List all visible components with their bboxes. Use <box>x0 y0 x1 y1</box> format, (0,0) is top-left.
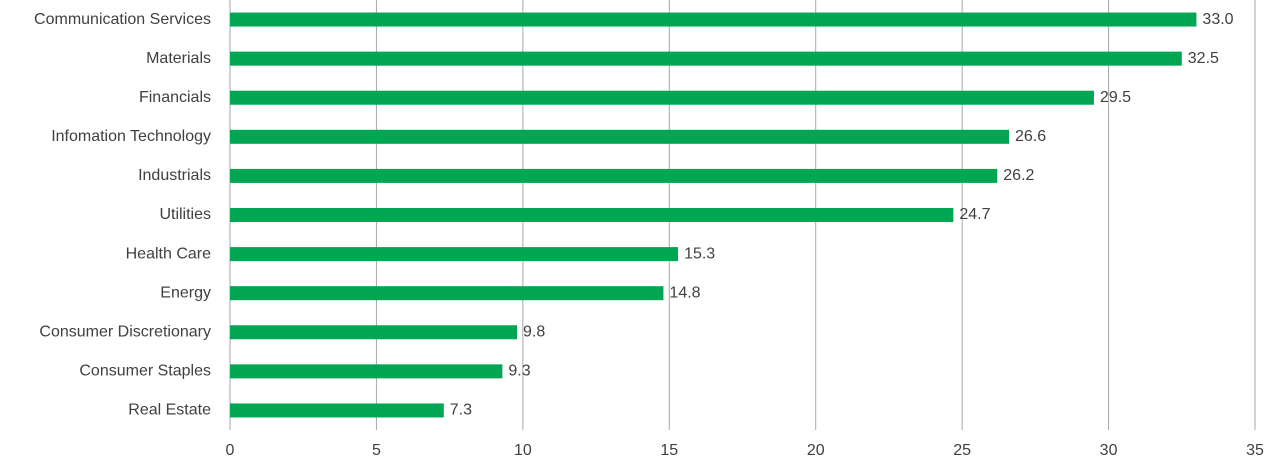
bar <box>230 325 517 340</box>
bar <box>230 129 1009 144</box>
x-tick-label: 0 <box>226 442 235 459</box>
y-tick-label: Materials <box>146 50 211 67</box>
y-tick-label: Consumer Discretionary <box>39 323 211 340</box>
x-tick-label: 20 <box>807 442 825 459</box>
x-tick-label: 15 <box>660 442 678 459</box>
value-label: 32.5 <box>1188 50 1219 67</box>
y-tick-label: Industrials <box>138 167 211 184</box>
x-tick-label: 30 <box>1100 442 1118 459</box>
value-label: 29.5 <box>1100 89 1131 106</box>
value-label: 15.3 <box>684 245 715 262</box>
value-label: 24.7 <box>959 206 990 223</box>
y-tick-label: Utilities <box>159 206 211 223</box>
value-label: 9.8 <box>523 323 545 340</box>
value-label: 33.0 <box>1202 11 1233 28</box>
value-label: 9.3 <box>508 363 530 380</box>
value-label: 14.8 <box>669 284 700 301</box>
y-tick-label: Communication Services <box>34 11 211 28</box>
x-tick-label: 10 <box>514 442 532 459</box>
bar <box>230 51 1182 66</box>
bar <box>230 247 679 262</box>
y-tick-label: Health Care <box>126 245 211 262</box>
y-tick-label: Infomation Technology <box>51 128 211 145</box>
x-tick-label: 35 <box>1246 442 1264 459</box>
value-label: 26.2 <box>1003 167 1034 184</box>
y-tick-label: Consumer Staples <box>79 363 211 380</box>
value-label: 26.6 <box>1015 128 1046 145</box>
y-tick-label: Energy <box>160 284 211 301</box>
y-tick-label: Real Estate <box>128 402 211 419</box>
bar <box>230 403 444 418</box>
value-label: 7.3 <box>450 402 472 419</box>
x-tick-label: 5 <box>372 442 381 459</box>
bar <box>230 208 954 222</box>
bar <box>230 12 1197 27</box>
bar <box>230 168 998 183</box>
bar <box>230 90 1094 105</box>
x-tick-label: 25 <box>953 442 971 459</box>
bar <box>230 364 503 379</box>
y-tick-label: Financials <box>139 89 211 106</box>
bar <box>230 286 664 301</box>
